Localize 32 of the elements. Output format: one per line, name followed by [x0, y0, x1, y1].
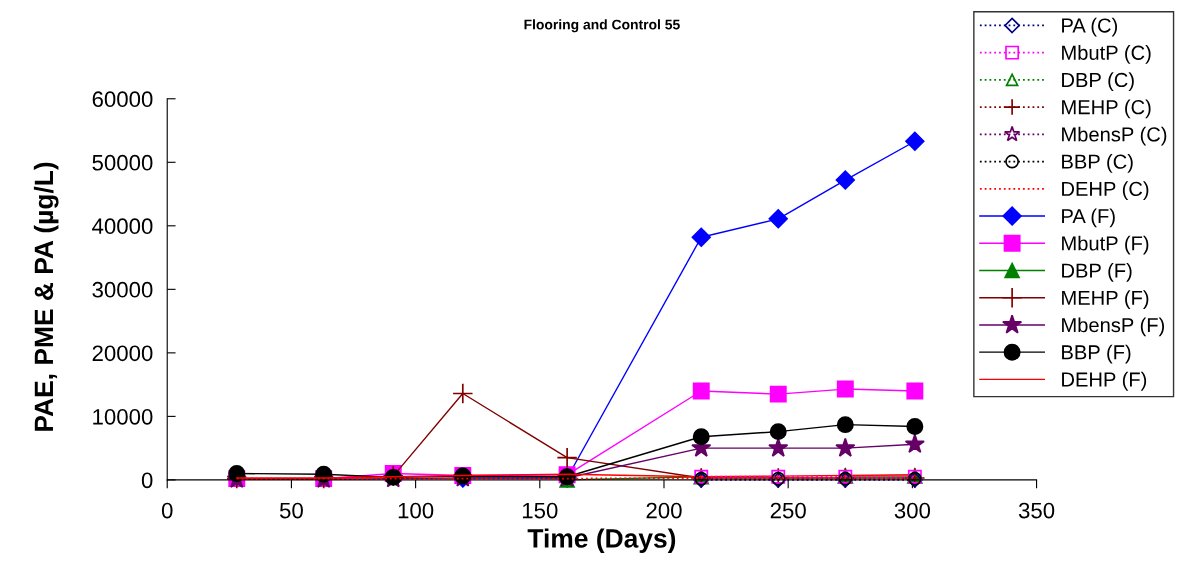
- legend-label: MbensP (F): [1062, 317, 1165, 337]
- x-tick-label: 350: [1018, 502, 1055, 519]
- x-axis-title: Time (Days): [527, 528, 676, 553]
- legend-label: DEHP (F): [1062, 371, 1147, 391]
- y-tick-label: 40000: [92, 218, 153, 235]
- x-tick-label: 100: [398, 502, 434, 519]
- legend-label: MbutP (C): [1062, 45, 1151, 64]
- legend-label: PA (C): [1062, 17, 1118, 37]
- y-tick-label: 30000: [92, 281, 153, 298]
- x-tick-label: 300: [894, 502, 931, 519]
- legend-label: MEHP (F): [1062, 290, 1149, 309]
- legend-label: MbensP (C): [1062, 126, 1167, 146]
- x-tick-label: 0: [161, 502, 173, 519]
- y-tick-label: 20000: [92, 345, 153, 362]
- y-tick-label: 0: [141, 472, 153, 489]
- x-tick-label: 50: [279, 502, 303, 519]
- legend-label: DBP (F): [1062, 262, 1132, 282]
- x-tick-label: 200: [646, 502, 682, 519]
- legend-label: BBP (C): [1062, 154, 1133, 173]
- x-tick-label: 250: [770, 502, 806, 519]
- legend-label: DBP (C): [1062, 72, 1134, 92]
- x-tick-label: 150: [522, 502, 558, 519]
- y-tick-label: 10000: [93, 408, 153, 425]
- y-axis-title: PAE, PME & PA (µg/L): [33, 162, 59, 431]
- chart-title: Flooring and Control 55: [524, 19, 680, 33]
- y-tick-label: 50000: [92, 154, 153, 171]
- y-tick-label: 60000: [92, 91, 153, 108]
- legend-label: MEHP (C): [1062, 99, 1151, 119]
- legend-label: BBP (F): [1062, 344, 1131, 364]
- legend-label: DEHP (C): [1062, 181, 1149, 201]
- legend-label: MbutP (F): [1062, 235, 1149, 255]
- legend-label: PA (F): [1062, 208, 1115, 228]
